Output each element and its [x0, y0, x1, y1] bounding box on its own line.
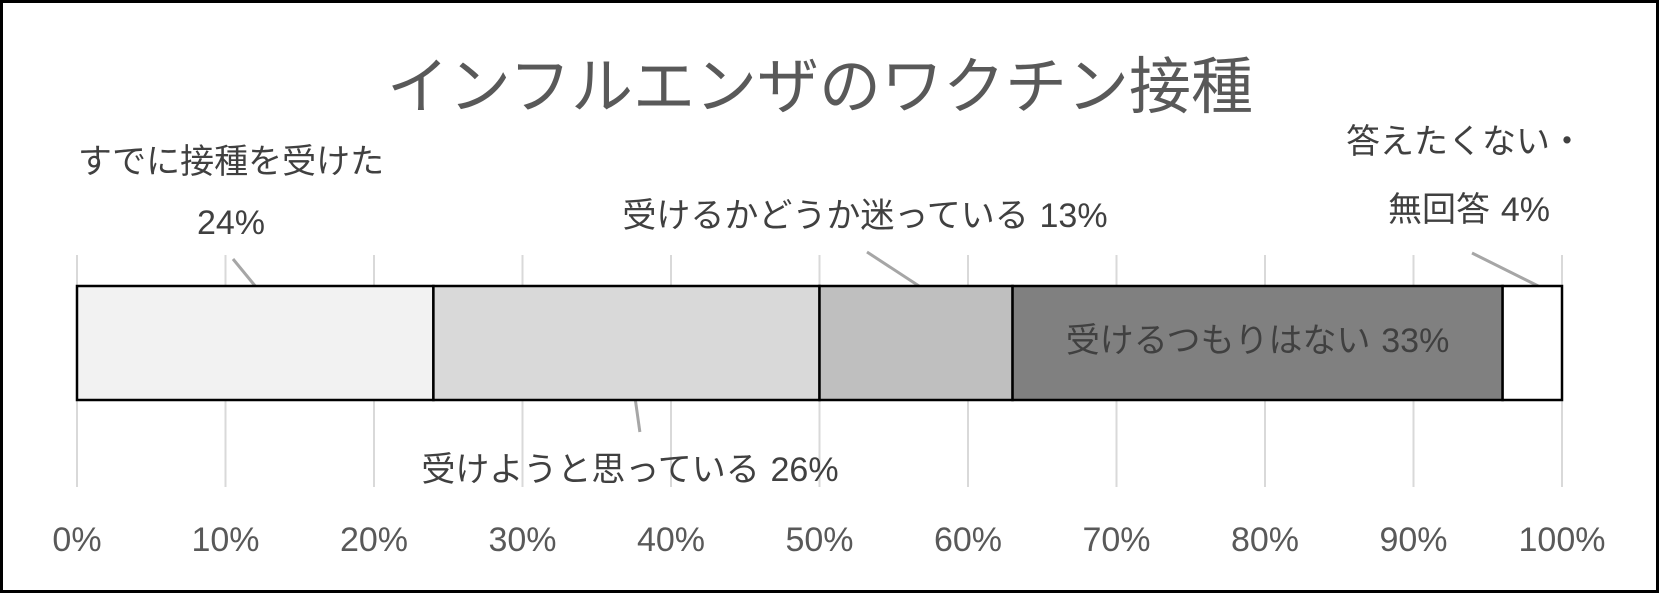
data-label: 受けようと思っている 26% — [421, 450, 838, 490]
bar-segment — [432, 284, 821, 402]
leader-line — [1471, 251, 1539, 288]
leader-line — [231, 258, 257, 287]
leader-line — [633, 399, 642, 433]
data-label: 24% — [197, 204, 265, 242]
data-label-value: 4% — [1501, 191, 1550, 229]
data-label-category: 受けるつもりはない — [1066, 321, 1381, 361]
x-tick-label: 30% — [488, 521, 556, 559]
data-label-category: 答えたくない・ — [1346, 122, 1584, 162]
bar-segment — [1011, 284, 1504, 402]
data-label-category: 無回答 — [1388, 190, 1501, 230]
x-tick-label: 70% — [1082, 521, 1150, 559]
data-label-category: 受けるかどうか迷っている — [622, 196, 1039, 236]
bars — [75, 284, 1564, 402]
x-tick-label: 0% — [52, 521, 101, 559]
x-tick-label: 10% — [191, 521, 259, 559]
data-label-value: 13% — [1040, 197, 1108, 235]
leader-line — [866, 250, 920, 288]
data-label: 答えたくない・ — [1346, 122, 1584, 162]
data-label: 無回答 4% — [1388, 190, 1550, 230]
data-label-value: 26% — [771, 451, 839, 489]
data-label-value: 24% — [197, 204, 265, 242]
data-label: すでに接種を受けた — [78, 142, 384, 182]
x-axis-ticks: 0% 10% 20% 30% 40% 50% 60% 70% 80% 90% 100% — [52, 521, 1605, 559]
data-label: 受けるかどうか迷っている 13% — [622, 196, 1107, 236]
x-tick-label: 60% — [934, 521, 1002, 559]
x-tick-label: 50% — [785, 521, 853, 559]
bar-segment — [818, 284, 1014, 402]
data-label-category: 受けようと思っている — [421, 450, 770, 490]
leader-lines — [231, 250, 1539, 433]
chart-title: インフルエンザのワクチン接種 — [387, 50, 1253, 123]
data-label-value: 33% — [1381, 322, 1449, 360]
x-tick-label: 100% — [1519, 521, 1606, 559]
bar-segment — [75, 284, 435, 402]
data-label-category: すでに接種を受けた — [78, 142, 384, 182]
x-tick-label: 20% — [340, 521, 408, 559]
x-tick-label: 80% — [1231, 521, 1299, 559]
bar-segment — [1501, 284, 1564, 402]
x-tick-label: 40% — [637, 521, 705, 559]
x-tick-label: 90% — [1379, 521, 1447, 559]
data-labels: すでに接種を受けた 24% 受けようと思っている 26% 受けるかどうか迷っている … — [78, 122, 1584, 490]
data-label: 受けるつもりはない 33% — [1066, 321, 1450, 361]
